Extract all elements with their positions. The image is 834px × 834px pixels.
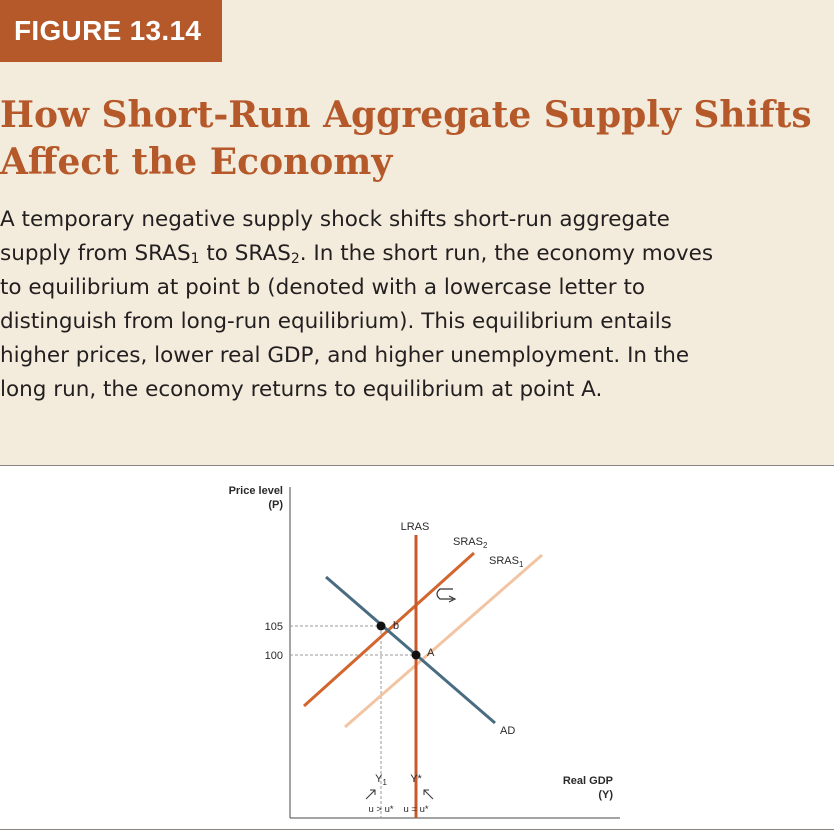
note-arrow-head-y1	[370, 789, 376, 795]
lras-label: LRAS	[401, 521, 430, 533]
caption-line-3: to equilibrium at point b (denoted with …	[0, 275, 646, 300]
point-label-A: A	[427, 647, 435, 659]
caption-line-6: long run, the economy returns to equilib…	[0, 377, 603, 402]
y-tick-label: 100	[265, 650, 283, 662]
x-tick-note: u = u*	[403, 804, 428, 815]
caption-line-2: supply from SRAS1 to SRAS2. In the short…	[0, 237, 834, 271]
y-axis-label-sub: (P)	[268, 499, 283, 511]
figure-caption: A temporary negative supply shock shifts…	[0, 203, 834, 407]
x-tick-label: Y*	[410, 773, 422, 785]
note-arrow-head-ystar	[423, 789, 429, 795]
sras2-label: SRAS2	[453, 536, 487, 550]
y-tick-label: 105	[265, 621, 283, 633]
note-arrow-y1	[365, 789, 376, 800]
ad-label: AD	[500, 725, 515, 737]
x-tick-label: Y1	[375, 773, 387, 787]
point-label-b: b	[393, 620, 399, 632]
note-arrow-ystar	[423, 789, 434, 800]
x-tick-note: u > u*	[368, 804, 393, 815]
equilibrium-point-A	[411, 650, 421, 660]
panel-divider	[0, 829, 834, 830]
shift-arrow	[436, 588, 453, 600]
caption-line-1: A temporary negative supply shock shifts…	[0, 207, 670, 232]
title-line-2: Affect the Economy	[0, 141, 393, 183]
ad-line	[325, 575, 496, 725]
figure-title: How Short-Run Aggregate Supply Shifts Af…	[0, 92, 834, 186]
caption-text: . In the short run, the economy moves	[299, 241, 714, 266]
sras1-line	[344, 553, 543, 729]
x-axis-label: Real GDP	[563, 775, 613, 787]
shift-arrow-head	[448, 595, 457, 603]
caption-line-5: higher prices, lower real GDP, and highe…	[0, 343, 690, 368]
y-axis-label: Price level	[229, 485, 283, 497]
title-line-1: How Short-Run Aggregate Supply Shifts	[0, 94, 812, 136]
caption-line-4: distinguish from long-run equilibrium). …	[0, 309, 672, 334]
figure-label: FIGURE 13.14	[0, 0, 222, 62]
caption-subscript: 2	[290, 251, 300, 267]
caption-text: to SRAS	[199, 241, 291, 266]
caption-subscript: 1	[190, 251, 200, 267]
x-axis-label-sub: (Y)	[598, 789, 613, 801]
equilibrium-point-b	[376, 621, 386, 631]
sras1-label: SRAS1	[489, 555, 524, 569]
caption-text: supply from SRAS	[0, 241, 191, 266]
